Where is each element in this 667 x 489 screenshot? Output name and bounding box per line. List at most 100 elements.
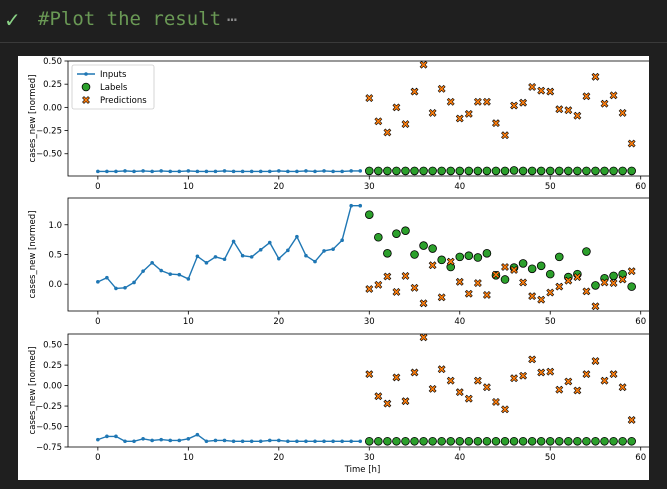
inputs-point: [349, 203, 353, 208]
inputs-point: [222, 257, 227, 262]
legend-labels-label: Labels: [100, 83, 128, 93]
inputs-point: [123, 169, 127, 173]
inputs-point: [249, 169, 254, 174]
label-point: [473, 166, 483, 176]
prediction-point: [455, 114, 464, 123]
label-point: [554, 436, 564, 446]
inputs-point: [114, 169, 118, 174]
prediction-point: [618, 383, 627, 392]
label-point: [401, 436, 410, 446]
inputs-point: [258, 169, 263, 174]
inputs-point: [132, 280, 136, 285]
inputs-point: [349, 439, 353, 444]
x-tick-label: 20: [273, 182, 284, 192]
prediction-point: [419, 61, 428, 69]
inputs-point: [168, 272, 173, 276]
prediction-point: [510, 101, 518, 110]
prediction-point: [609, 91, 618, 100]
label-point: [428, 436, 437, 446]
label-point: [600, 436, 609, 446]
y-axis-label: cases_new [normed]: [28, 211, 38, 299]
prediction-point: [383, 128, 392, 137]
prediction-point: [510, 266, 518, 274]
inputs-point: [114, 434, 118, 439]
prediction-point: [627, 267, 636, 276]
inputs-point: [105, 275, 109, 280]
prediction-point: [401, 397, 410, 406]
prediction-point: [464, 394, 473, 403]
label-point: [573, 436, 582, 446]
prediction-point: [501, 263, 509, 271]
label-point: [464, 251, 474, 260]
label-point: [392, 436, 401, 446]
label-point: [419, 241, 428, 250]
label-point: [383, 249, 392, 258]
prediction-point: [609, 279, 618, 287]
label-point: [482, 166, 492, 176]
inputs-point: [240, 439, 245, 444]
prediction-point: [627, 416, 636, 424]
inputs-point: [358, 203, 363, 208]
inputs-point: [204, 261, 209, 265]
label-point: [374, 166, 383, 176]
prediction-point: [446, 376, 455, 385]
prediction-point: [473, 279, 482, 287]
prediction-point: [428, 384, 437, 393]
inputs-line: [97, 204, 361, 290]
prediction-point: [464, 109, 473, 118]
prediction-point: [555, 105, 564, 114]
inputs-point: [150, 169, 154, 174]
label-point: [527, 166, 537, 176]
label-point: [364, 210, 374, 219]
inputs-point: [331, 439, 335, 444]
inputs-point: [132, 439, 136, 444]
inputs-point: [204, 169, 209, 174]
prediction-point: [618, 275, 627, 284]
label-point: [383, 436, 392, 446]
prediction-point: [464, 289, 473, 298]
label-point: [627, 166, 636, 176]
label-point: [410, 166, 419, 176]
more-icon[interactable]: ⋯: [227, 10, 238, 30]
inputs-point: [322, 169, 326, 173]
x-tick-label: 10: [183, 182, 194, 192]
label-point: [618, 436, 627, 446]
inputs-point: [222, 438, 227, 443]
x-tick-label: 60: [635, 453, 646, 463]
inputs-point: [204, 439, 209, 444]
inputs-point: [159, 437, 163, 442]
prediction-point: [401, 271, 410, 280]
label-point: [536, 261, 546, 271]
label-point: [401, 226, 410, 236]
prediction-point: [564, 276, 573, 285]
prediction-point: [600, 376, 609, 385]
inputs-point: [168, 169, 173, 174]
label-point: [464, 166, 474, 176]
prediction-point: [564, 106, 573, 115]
label-point: [383, 166, 392, 176]
inputs-point: [105, 169, 109, 174]
prediction-point: [473, 376, 482, 385]
inputs-point: [331, 247, 335, 251]
cell-title[interactable]: #Plot the result ⋯: [38, 8, 237, 30]
prediction-point: [374, 280, 383, 289]
label-point: [410, 250, 419, 259]
label-point: [591, 436, 600, 446]
label-point: [518, 436, 528, 446]
label-point: [582, 247, 591, 256]
inputs-point: [249, 439, 254, 444]
inputs-point: [231, 439, 236, 444]
inputs-point: [240, 169, 245, 174]
label-point: [536, 166, 546, 176]
prediction-point: [537, 86, 546, 95]
label-point: [573, 166, 582, 176]
x-tick-label: 0: [95, 453, 100, 463]
prediction-point: [600, 99, 609, 108]
prediction-point: [564, 377, 573, 386]
label-point: [591, 166, 600, 176]
label-point: [600, 166, 609, 176]
x-tick-label: 10: [183, 453, 194, 463]
inputs-point: [358, 169, 363, 173]
label-point: [455, 166, 465, 176]
x-tick-label: 20: [273, 453, 284, 463]
